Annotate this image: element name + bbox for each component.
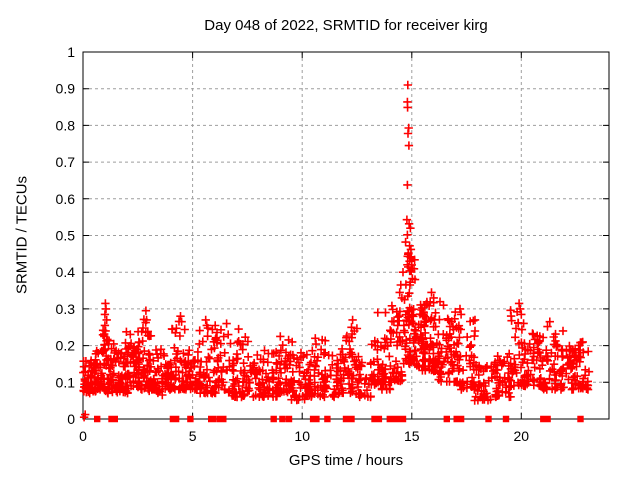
y-tick-label: 0.8 [56,117,76,133]
y-tick-label: 0.4 [56,264,76,280]
y-tick-label: 0.6 [56,191,76,207]
y-tick-label: 0.5 [56,228,76,244]
y-tick-label: 0.3 [56,301,76,317]
x-tick-label: 10 [294,428,310,444]
x-tick-label: 20 [514,428,530,444]
y-tick-label: 0.7 [56,154,76,170]
y-tick-label: 0.2 [56,338,76,354]
zero-flags-points [94,415,584,423]
x-tick-label: 5 [189,428,197,444]
x-axis-title: GPS time / hours [288,452,404,469]
chart-title: Day 048 of 2022, SRMTID for receiver kir… [204,17,488,34]
x-tick-label: 0 [79,428,87,444]
x-tick-label: 15 [404,428,420,444]
y-tick-label: 0.9 [56,81,76,97]
y-tick-label: 0 [67,411,75,427]
y-tick-label: 1 [67,44,75,60]
srmtid-points [79,80,594,422]
y-tick-label: 0.1 [56,374,76,390]
